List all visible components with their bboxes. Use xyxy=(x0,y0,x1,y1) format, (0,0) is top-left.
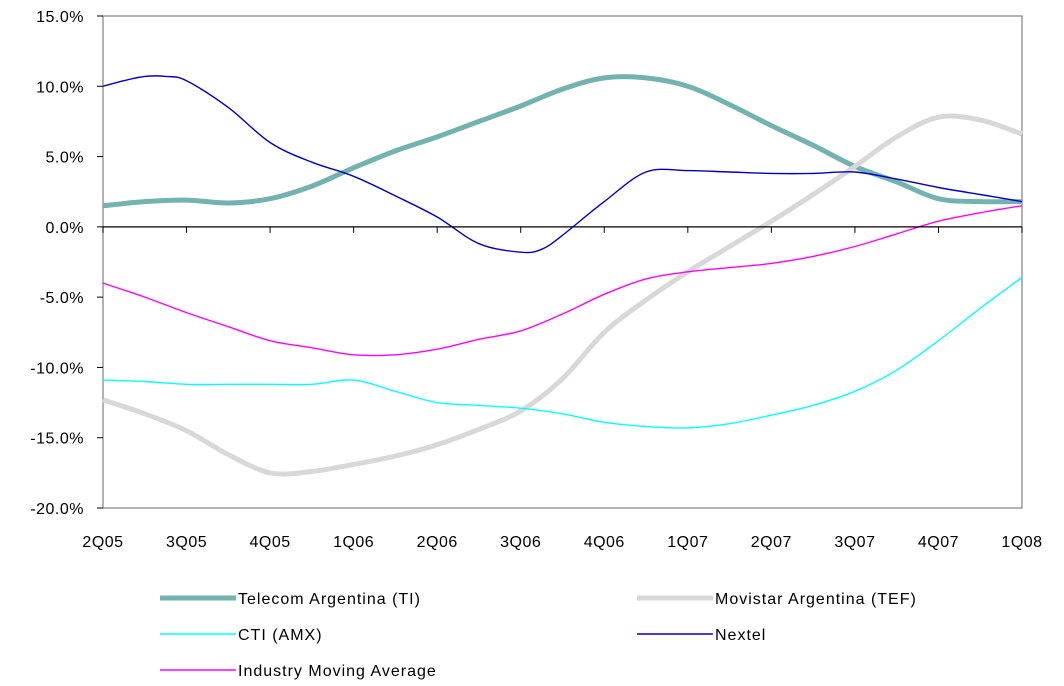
x-tick-label: 4Q07 xyxy=(918,534,959,551)
legend-label-cti-amx: CTI (AMX) xyxy=(238,627,323,644)
series-line-movistar-argentina-tef xyxy=(102,113,1023,477)
y-tick-label: -5.0% xyxy=(40,290,84,307)
x-tick-label: 3Q07 xyxy=(834,534,875,551)
x-tick-label: 1Q06 xyxy=(333,534,374,551)
y-tick-label: -15.0% xyxy=(30,431,84,448)
axes-layer: 2Q05 3Q05 4Q05 1Q06 2Q06 3Q06 4Q06 1Q07 2Q07 3Q07… xyxy=(30,9,1042,551)
y-tick-label: 15.0% xyxy=(36,9,84,26)
y-tick-label: 10.0% xyxy=(36,79,84,96)
legend-label-industry-moving-average: Industry Moving Average xyxy=(238,663,437,680)
x-tick-label: 2Q06 xyxy=(417,534,458,551)
x-tick-label: 3Q05 xyxy=(166,534,207,551)
y-tick-label: -20.0% xyxy=(30,501,84,518)
x-tick-label: 3Q06 xyxy=(500,534,541,551)
y-tick-label: 0.0% xyxy=(46,220,84,237)
legend: Telecom Argentina (TI) Movistar Argentina… xyxy=(160,591,917,680)
x-tick-label: 1Q08 xyxy=(1001,534,1042,551)
legend-label-movistar-argentina-tef: Movistar Argentina (TEF) xyxy=(715,591,917,608)
plot-area xyxy=(102,15,1023,509)
series-line-cti-amx xyxy=(102,276,1023,429)
x-tick-label: 1Q07 xyxy=(667,534,708,551)
x-tick-label: 4Q06 xyxy=(584,534,625,551)
y-tick-label: -10.0% xyxy=(30,360,84,377)
legend-label-nextel: Nextel xyxy=(715,627,766,644)
legend-label-telecom-argentina-ti: Telecom Argentina (TI) xyxy=(238,591,421,608)
series-line-industry-moving-average xyxy=(102,205,1023,357)
x-tick-label: 2Q07 xyxy=(751,534,792,551)
x-tick-label: 4Q05 xyxy=(250,534,291,551)
x-tick-label: 2Q05 xyxy=(82,534,123,551)
y-tick-label: 5.0% xyxy=(46,150,84,167)
series-line-nextel xyxy=(102,75,1023,254)
series-line-telecom-argentina-ti xyxy=(102,74,1023,209)
series-layer xyxy=(102,74,1023,477)
